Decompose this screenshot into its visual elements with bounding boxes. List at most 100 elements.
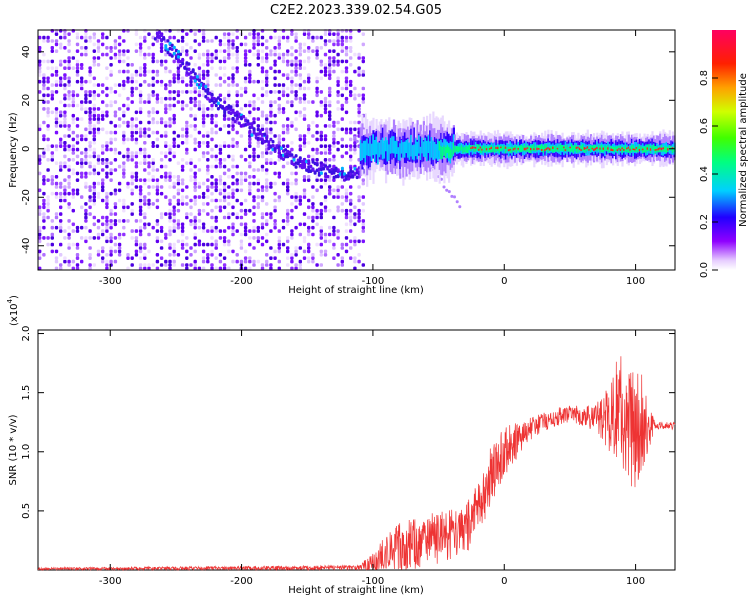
spectrogram-cell <box>159 120 164 125</box>
spectrogram-cell <box>75 66 80 70</box>
spectrogram-cell <box>143 69 147 74</box>
spectrogram-cell <box>286 86 290 91</box>
spectrogram-cell <box>71 147 75 152</box>
spectrogram-cell <box>319 236 323 240</box>
spectrogram-cell <box>67 168 71 172</box>
spectrogram-cell <box>328 86 332 91</box>
spectrogram-cell <box>286 117 290 121</box>
spectrogram-cell <box>193 113 197 118</box>
spectrogram-cell <box>134 171 139 176</box>
spectrogram-trace-cell <box>177 50 180 54</box>
spectrogram-cell <box>88 35 92 40</box>
spectrogram-trace-cell <box>246 119 250 123</box>
spectrogram-cell <box>277 151 281 155</box>
spectrogram-cell <box>315 215 319 220</box>
spectrogram-carrier-cell <box>637 146 640 153</box>
spectrogram-cell <box>248 63 252 67</box>
spectrogram-cell <box>84 52 88 57</box>
spectrogram-cell <box>67 158 71 162</box>
spectrogram-cell <box>361 219 365 223</box>
spectrogram-carrier-cell <box>602 147 605 153</box>
spectrogram-cell <box>281 93 286 98</box>
spectrogram-cell <box>328 56 332 60</box>
spectrogram-cell <box>168 151 172 155</box>
spectrogram-cell <box>155 178 160 182</box>
spectrogram-cell <box>319 69 323 74</box>
spectrogram-cell <box>281 86 286 91</box>
spectrogram-cell <box>231 39 235 43</box>
spectrogram-cell <box>159 49 164 53</box>
spectrogram-cell <box>239 239 244 244</box>
spectrogram-cell <box>147 120 151 125</box>
spectrogram-cell <box>265 158 269 162</box>
spectrogram-cell <box>298 76 302 81</box>
spectrogram-cell <box>176 225 181 230</box>
spectrogram-cell <box>96 195 101 199</box>
spectrogram-cell <box>151 56 155 60</box>
spectrogram-cell <box>96 181 101 186</box>
spectrogram-cell <box>38 90 42 94</box>
spectrogram-cell <box>349 202 353 206</box>
spectrogram-cell <box>218 229 223 233</box>
spectrogram-cell <box>159 225 164 230</box>
spectrogram-cell <box>302 239 307 244</box>
spectrogram-trace-cell <box>179 52 183 57</box>
spectrogram-cell <box>46 127 50 132</box>
spectrogram-cell <box>344 191 349 196</box>
spectrogram-cell <box>71 259 75 264</box>
spectrogram-cell <box>75 73 80 77</box>
spectrogram-cell <box>357 66 361 70</box>
spectrogram-cell <box>277 266 281 271</box>
spectrogram-carrier-cell <box>366 138 369 156</box>
spectrogram-trace-cell <box>235 116 239 121</box>
spectrogram-cell <box>96 191 101 196</box>
spectrogram-cell <box>214 164 218 169</box>
spectrogram-carrier-cell <box>410 134 413 157</box>
spectrogram-cell <box>248 144 252 148</box>
spectrogram-cell <box>340 42 344 47</box>
spectrogram-cell <box>117 59 122 64</box>
spectrogram-cell <box>46 202 50 206</box>
spectrogram-cell <box>206 49 210 53</box>
spectrogram-cell <box>332 32 336 36</box>
spectrogram-cell <box>59 263 63 267</box>
spectrogram-cell <box>290 83 294 87</box>
spectrogram-cell <box>130 191 134 196</box>
spectrogram-cell <box>147 205 151 210</box>
spectrogram-cell <box>281 110 286 115</box>
spectrogram-cell <box>71 188 75 193</box>
spectrogram-cell <box>214 113 218 118</box>
spectrogram-cell <box>159 263 164 267</box>
spectrogram-cell <box>151 161 155 165</box>
spectrogram-cell <box>256 32 260 36</box>
spectrogram-cell <box>298 42 302 47</box>
spectrogram-cell <box>143 39 147 43</box>
spectrogram-cell <box>311 259 315 264</box>
spectrogram-cell <box>307 86 311 91</box>
spectrogram-cell <box>172 229 176 233</box>
spectrogram-cell <box>319 103 323 108</box>
spectrogram-cell <box>294 49 298 53</box>
spectrogram-cell <box>315 79 319 84</box>
spectrogram-cell <box>180 39 185 43</box>
spectrogram-cell <box>180 164 185 169</box>
spectrogram-cell <box>172 185 176 189</box>
spectrogram-cell <box>260 212 265 216</box>
spectrogram-cell <box>130 175 134 179</box>
spectrogram-cell <box>248 103 252 108</box>
spectrogram-cell <box>193 232 197 237</box>
spectrogram-carrier-cell <box>514 147 517 150</box>
spectrogram-cell <box>189 175 193 179</box>
spectrogram-cell <box>122 83 126 87</box>
spectrogram-cell <box>227 175 231 179</box>
spectrogram-cell <box>344 144 349 148</box>
spectrogram-carrier-cell <box>638 149 641 152</box>
spectrogram-cell <box>109 239 113 244</box>
spectrogram-cell <box>260 225 265 230</box>
spectrogram-cell <box>218 66 223 70</box>
spectrogram-cell <box>361 225 365 230</box>
spectrogram-cell <box>46 59 50 64</box>
spectrogram-cell <box>307 175 311 179</box>
spectrogram-cell <box>88 69 92 74</box>
spectrogram-carrier-cell <box>504 146 507 149</box>
